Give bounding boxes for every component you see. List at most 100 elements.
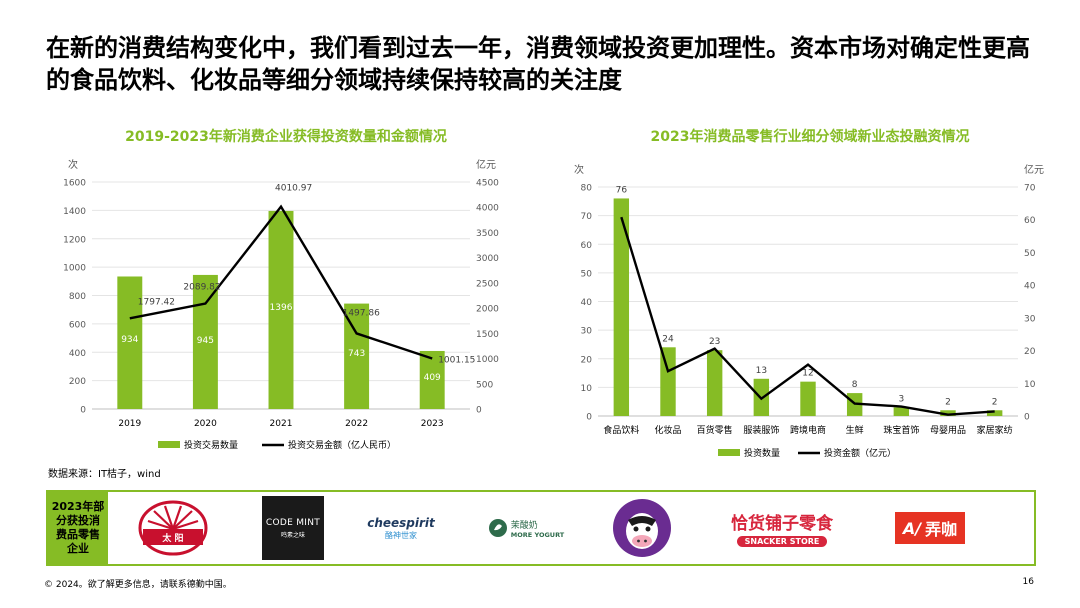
y-right-tick-label: 4000	[476, 204, 499, 214]
bar	[893, 407, 910, 416]
cheespirit-text: cheespirit	[367, 515, 435, 530]
bar	[268, 210, 294, 409]
chart1-title: 2019-2023年新消费企业获得投资数量和金额情况	[125, 129, 447, 145]
y-right-tick-label: 500	[476, 380, 493, 390]
y-right-tick-label: 50	[1024, 249, 1036, 259]
y-left-tick-label: 30	[581, 327, 593, 337]
y-left-tick-label: 50	[581, 269, 593, 279]
x-tick-label: 母婴用品	[930, 425, 966, 436]
y-left-tick-label: 800	[69, 292, 86, 302]
y-right-tick-label: 3500	[476, 229, 499, 239]
y-right-tick-label: 60	[1024, 216, 1036, 226]
sun-logo: 太 阳	[136, 496, 210, 560]
x-tick-label: 2020	[194, 419, 217, 429]
cheespirit-logo: cheespirit 酪神世家	[366, 496, 436, 560]
y-left-tick-label: 80	[581, 184, 593, 194]
y-left-tick-label: 1600	[63, 179, 86, 189]
more-yogurt-sub: MORE YOGURT	[510, 530, 565, 539]
bar-value-label: 23	[709, 337, 720, 347]
x-tick-label: 2019	[118, 419, 141, 429]
x-tick-label: 珠宝首饰	[883, 424, 919, 436]
nongka-logo: A/ 弄咖	[888, 496, 972, 560]
line-value-label: 1497.86	[343, 308, 380, 318]
bar-value-label: 24	[662, 334, 674, 344]
y-right-tick-label: 30	[1024, 314, 1036, 324]
source-note: 数据来源：IT桔子，wind	[48, 469, 161, 480]
chart1: 0 200 400 600 800 1000 1200 1400 1600 0 500 1000 150…	[63, 158, 499, 451]
y-right-tick-label: 2500	[476, 279, 499, 289]
legend-line-label: 投资交易金额（亿人民币）	[288, 439, 396, 451]
x-tick-label: 家居家纺	[977, 424, 1013, 436]
bar-value-label: 2	[945, 397, 951, 407]
x-tick-label: 跨境电商	[790, 424, 826, 436]
x-tick-label: 百货零售	[697, 424, 733, 436]
bar-value-label: 2	[992, 397, 998, 407]
legend-bar-swatch	[158, 441, 180, 448]
chart2-title: 2023年消费品零售行业细分领域新业态投融资情况	[650, 129, 970, 145]
y-left-tick-label: 60	[581, 241, 593, 251]
bar-value-label: 743	[348, 349, 365, 359]
y-left-tick-label: 200	[69, 377, 86, 387]
footer-copyright: © 2024。欲了解更多信息，请联系德勤中国。	[44, 580, 232, 590]
bar	[192, 274, 218, 409]
snacker-sub: SNACKER STORE	[736, 536, 828, 547]
y-right-tick-label: 2000	[476, 305, 499, 315]
line-value-label: 2089.82	[183, 283, 220, 293]
brand-bar: 2023年部分获投消费品零售企业 太 阳 CODE MINT 鸣素之味 chee…	[46, 490, 1036, 566]
bar	[613, 198, 630, 416]
bar-value-label: 3	[898, 394, 904, 404]
leaf-icon	[488, 519, 507, 537]
cow-logo	[610, 496, 674, 560]
y-right-tick-label: 1000	[476, 355, 499, 365]
y-left-tick-label: 1000	[63, 264, 86, 274]
line-series	[129, 204, 433, 360]
code-mint-text: CODE MINT	[265, 517, 321, 528]
bar-value-label: 12	[802, 369, 813, 379]
snacker-text: 恰货铺子零食	[731, 514, 833, 534]
nongka-text: 弄咖	[925, 520, 958, 539]
legend-line-label: 投资金额（亿元）	[824, 447, 896, 459]
y-left-tick-label: 600	[69, 320, 86, 330]
y-right-tick-label: 1500	[476, 330, 499, 340]
x-tick-label: 服装服饰	[743, 424, 779, 436]
bar	[419, 350, 445, 409]
bar	[660, 347, 676, 416]
y-left-unit: 次	[574, 163, 584, 176]
sun-logo-text: 太 阳	[161, 532, 183, 544]
y-left-tick-label: 40	[581, 298, 593, 308]
y-right-tick-label: 10	[1024, 380, 1036, 390]
y-right-unit: 亿元	[1024, 163, 1044, 176]
x-tick-label: 2021	[270, 419, 293, 429]
code-mint-sub: 鸣素之味	[280, 531, 305, 539]
y-left-tick-label: 20	[581, 355, 593, 365]
more-yogurt-text: 茉酸奶	[510, 520, 538, 531]
snacker-store-logo: 恰货铺子零食 SNACKER STORE	[712, 496, 852, 560]
legend-bar-label: 投资数量	[744, 447, 780, 459]
x-tick-label: 生鲜	[846, 424, 864, 436]
y-left-tick-label: 0	[586, 413, 592, 423]
bar	[706, 350, 723, 416]
y-right-unit: 亿元	[476, 158, 496, 171]
bar	[800, 381, 816, 416]
cheespirit-sub: 酪神世家	[385, 530, 417, 540]
legend-bar-label: 投资交易数量	[184, 439, 238, 451]
bar-value-label: 409	[424, 373, 441, 383]
bar	[940, 410, 956, 416]
y-right-tick-label: 0	[476, 406, 482, 416]
x-tick-label: 化妆品	[654, 424, 681, 436]
bar-value-label: 76	[616, 185, 628, 195]
bar-value-label: 8	[852, 380, 858, 390]
y-right-tick-label: 3000	[476, 254, 499, 264]
y-right-tick-label: 0	[1024, 413, 1030, 423]
page-number: 16	[1022, 577, 1034, 587]
code-mint-logo: CODE MINT 鸣素之味	[262, 496, 324, 560]
bar	[117, 276, 143, 409]
more-yogurt-logo: 茉酸奶 MORE YOGURT	[480, 496, 572, 560]
line-value-label: 1797.42	[138, 297, 175, 307]
page-headline: 在新的消费结构变化中，我们看到过去一年，消费领域投资更加理性。资本市场对确定性更…	[46, 34, 1030, 94]
y-right-tick-label: 70	[1024, 184, 1036, 194]
legend-bar-swatch	[718, 449, 740, 456]
y-left-tick-label: 0	[80, 406, 86, 416]
y-left-tick-label: 1400	[63, 207, 86, 217]
